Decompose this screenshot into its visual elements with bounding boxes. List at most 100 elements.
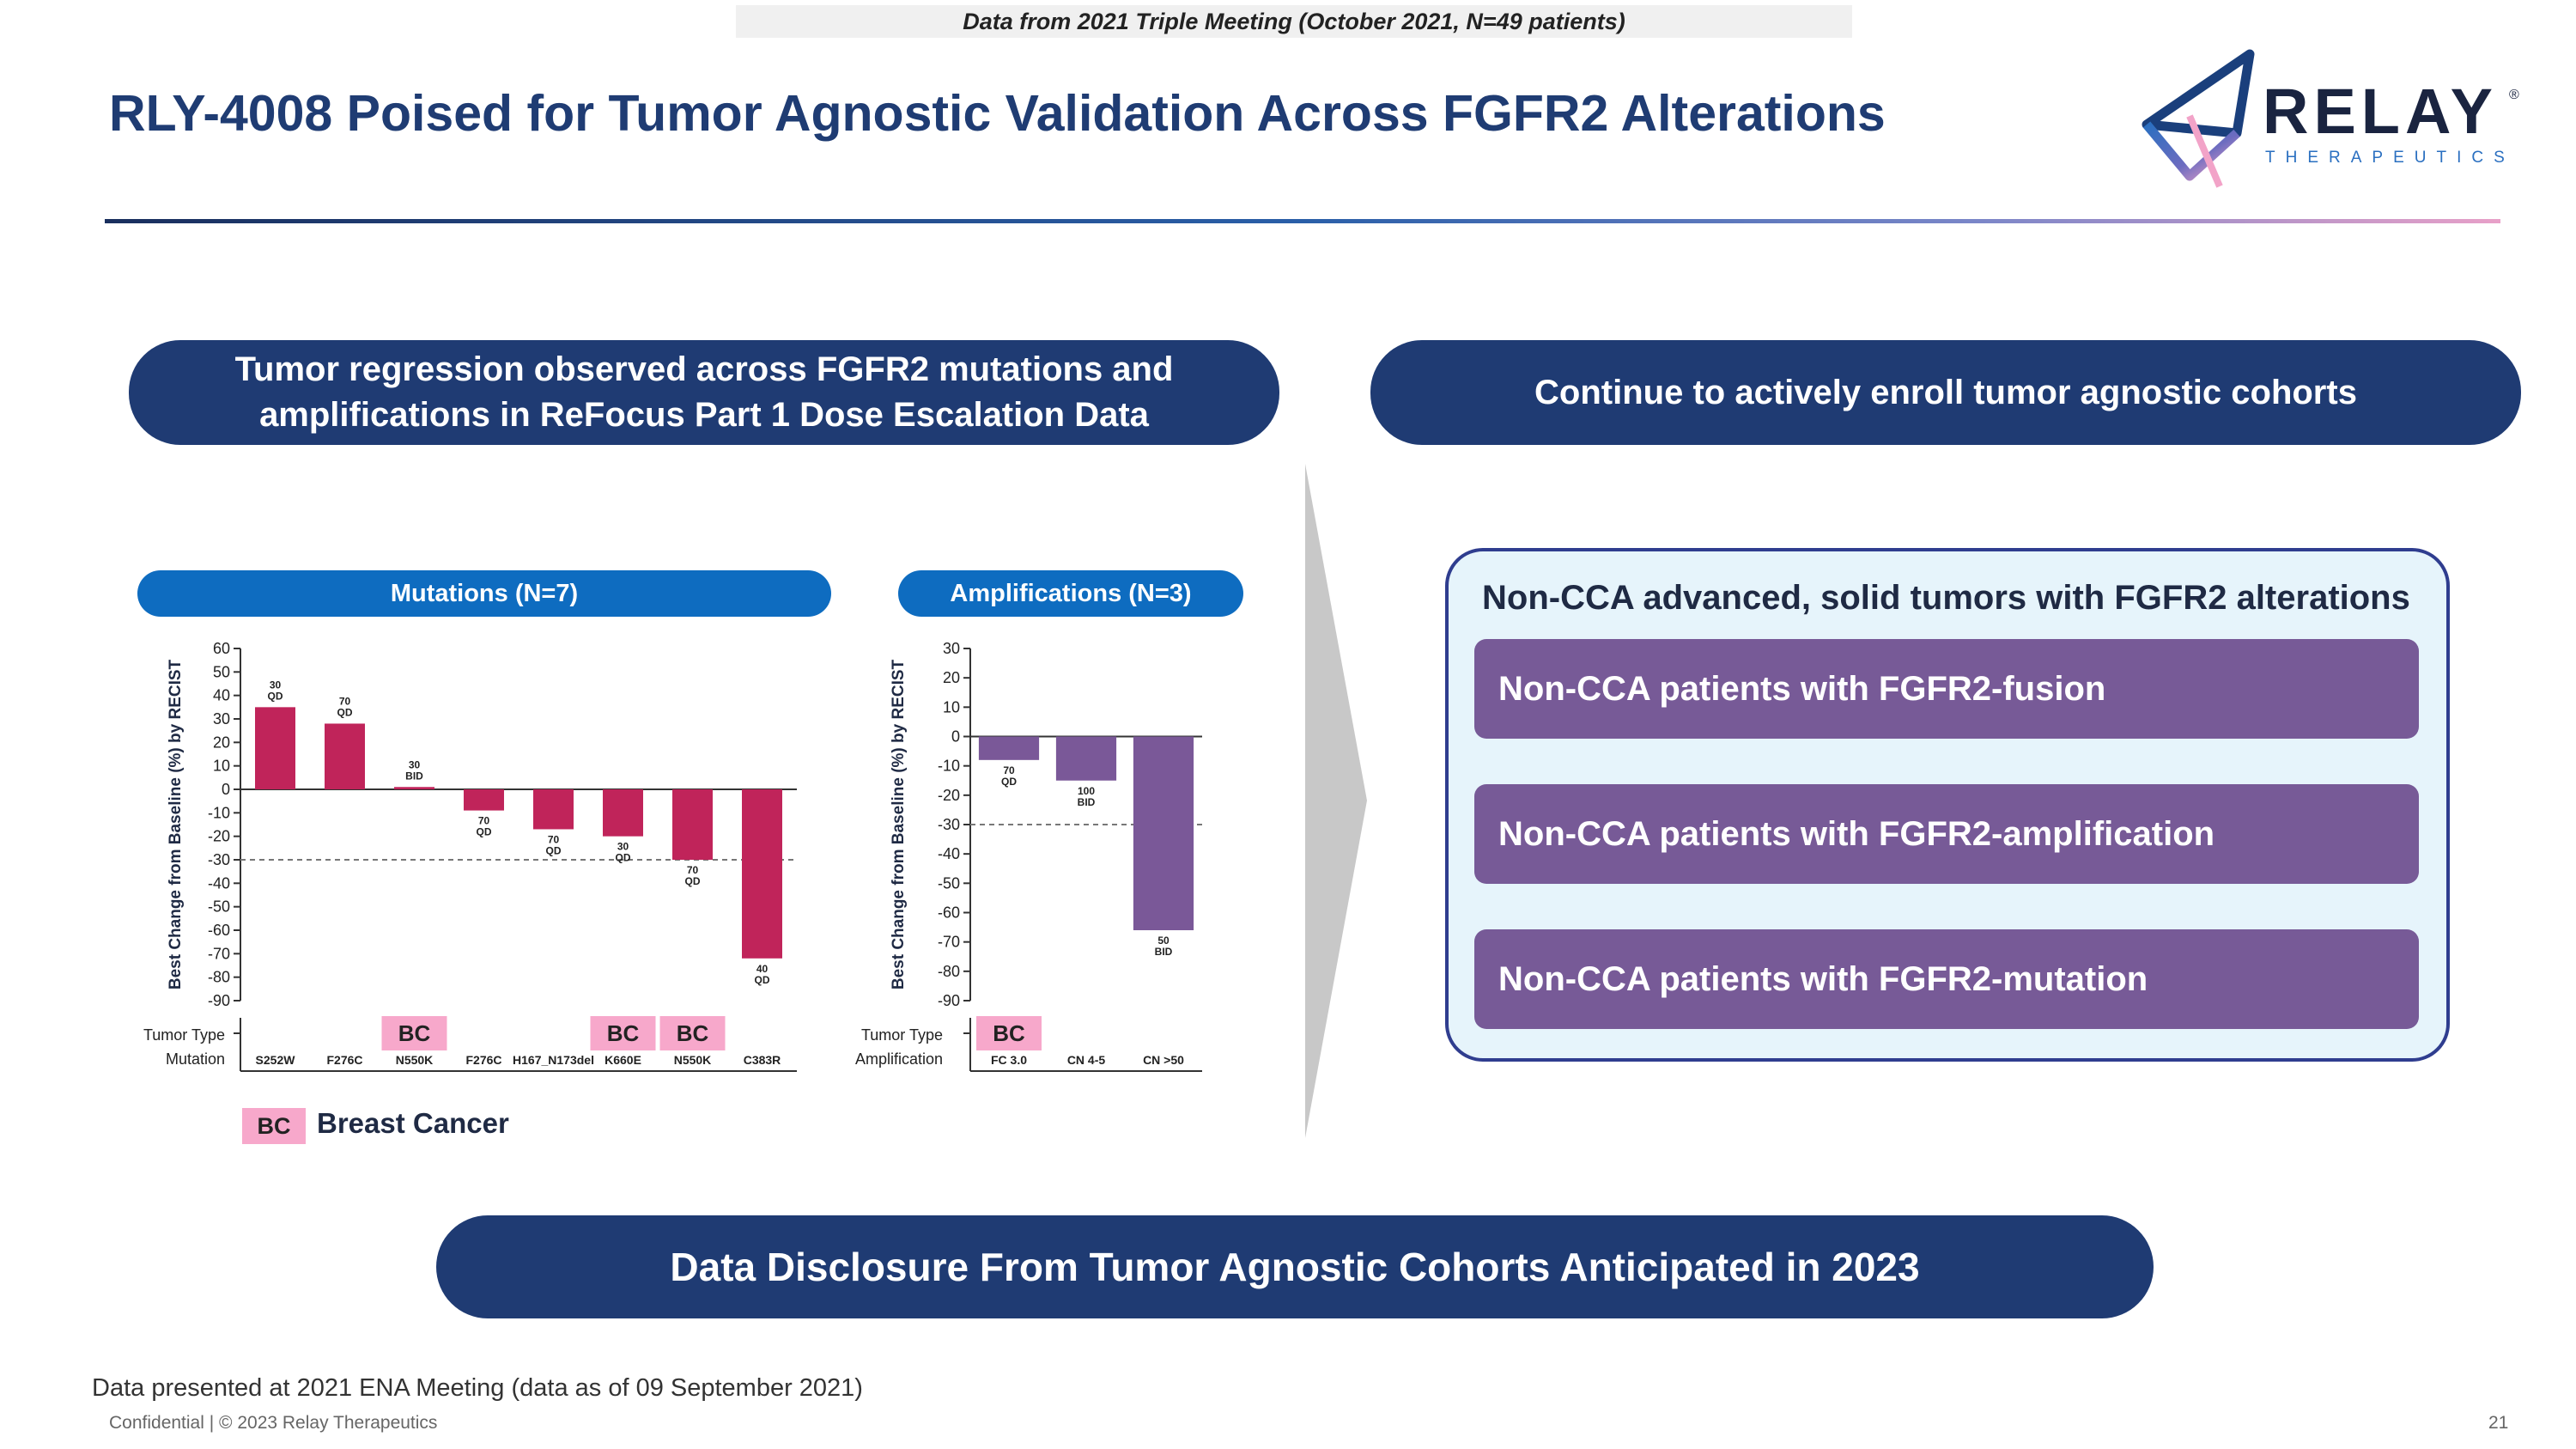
dose-schedule-label: BID — [1155, 946, 1173, 958]
bar-4 — [533, 789, 574, 830]
tumor-type-row-label: Tumor Type — [143, 1026, 225, 1044]
cohort-fgfr2-amplification: Non-CCA patients with FGFR2-amplificatio… — [1474, 784, 2419, 884]
y-tick-label: -50 — [208, 898, 230, 916]
logo-registered-mark: ® — [2509, 88, 2519, 102]
bar-1 — [325, 723, 365, 789]
dose-schedule-label: QD — [616, 852, 631, 864]
y-tick-label: 20 — [213, 734, 230, 751]
category-label: H167_N173del — [513, 1053, 594, 1067]
bar-2 — [1133, 736, 1194, 930]
bc-chip-label: BC — [607, 1020, 640, 1046]
y-tick-label: 50 — [213, 663, 230, 680]
y-tick-label: -90 — [208, 992, 230, 1009]
dose-label: 30 — [270, 679, 282, 691]
page-title: RLY-4008 Poised for Tumor Agnostic Valid… — [109, 85, 1886, 142]
y-tick-label: -70 — [938, 934, 960, 951]
bar-1 — [1055, 736, 1117, 781]
y-tick-label: 20 — [943, 669, 960, 686]
bc-chip — [976, 1016, 1042, 1050]
title-divider — [105, 219, 2500, 223]
category-label: F276C — [465, 1053, 501, 1067]
relay-logo: RELAY ® THERAPEUTICS — [2142, 49, 2519, 188]
right-section-header: Continue to actively enroll tumor agnost… — [1370, 340, 2521, 445]
bc-chip-label: BC — [677, 1020, 709, 1046]
y-tick-label: -30 — [938, 816, 960, 833]
dose-label: 30 — [617, 841, 629, 853]
dose-schedule-label: QD — [337, 706, 353, 718]
cohort-fgfr2-fusion: Non-CCA patients with FGFR2-fusion — [1474, 639, 2419, 739]
dose-label: 70 — [1003, 764, 1015, 776]
category-label: CN 4-5 — [1067, 1053, 1106, 1067]
dose-label: 100 — [1078, 785, 1095, 797]
bar-2 — [394, 787, 434, 789]
bar-5 — [603, 789, 643, 837]
y-tick-label: -80 — [208, 969, 230, 986]
dose-label: 70 — [687, 864, 699, 876]
dose-label: 70 — [548, 833, 560, 845]
y-tick-label: -60 — [208, 922, 230, 939]
dose-schedule-label: BID — [1078, 796, 1096, 808]
y-tick-label: -10 — [938, 758, 960, 775]
bc-chip — [590, 1016, 656, 1050]
bar-0 — [978, 736, 1040, 760]
dose-label: 50 — [1157, 935, 1170, 947]
category-label: CN >50 — [1143, 1053, 1184, 1067]
y-tick-label: 40 — [213, 687, 230, 704]
logo-subtitle: THERAPEUTICS — [2265, 149, 2515, 167]
category-label: N550K — [674, 1053, 712, 1067]
y-tick-label: 10 — [213, 758, 230, 775]
amplifications-waterfall-chart: Best Change from Baseline (%) by RECIST 3… — [855, 640, 1202, 1072]
category-label: S252W — [256, 1053, 296, 1067]
y-axis-label: Best Change from Baseline (%) by RECIST — [167, 659, 185, 989]
page-number: 21 — [2488, 1413, 2509, 1433]
y-tick-label: -40 — [938, 845, 960, 862]
dose-schedule-label: QD — [546, 844, 562, 856]
dose-label: 70 — [478, 815, 490, 827]
category-label: C383R — [744, 1053, 781, 1067]
data-source-banner: Data from 2021 Triple Meeting (October 2… — [736, 5, 1852, 38]
y-tick-label: -10 — [208, 804, 230, 821]
left-header-line-2: amplifications in ReFocus Part 1 Dose Es… — [259, 396, 1149, 434]
dose-schedule-label: QD — [1001, 776, 1017, 788]
footnote: Data presented at 2021 ENA Meeting (data… — [92, 1374, 863, 1402]
left-section-header: Tumor regression observed across FGFR2 m… — [129, 340, 1279, 445]
dose-schedule-label: QD — [685, 875, 701, 887]
y-tick-label: -20 — [938, 787, 960, 804]
category-label: N550K — [396, 1053, 434, 1067]
mutations-waterfall-chart: Best Change from Baseline (%) by RECIST 6… — [143, 640, 797, 1072]
dose-label: 40 — [756, 963, 769, 975]
mutations-chart-header: Mutations (N=7) — [137, 570, 831, 617]
y-tick-label: -80 — [938, 963, 960, 980]
dose-label: 70 — [339, 695, 351, 707]
bottom-callout: Data Disclosure From Tumor Agnostic Coho… — [436, 1215, 2154, 1318]
y-tick-label: 60 — [213, 640, 230, 657]
category-row-label: Amplification — [855, 1050, 943, 1068]
y-tick-label: -70 — [208, 945, 230, 962]
dose-label: 30 — [409, 758, 421, 770]
bc-chip — [381, 1016, 447, 1050]
y-tick-label: -90 — [938, 992, 960, 1009]
bc-chip-label: BC — [398, 1020, 431, 1046]
bar-0 — [255, 707, 295, 789]
cohort-fgfr2-mutation: Non-CCA patients with FGFR2-mutation — [1474, 929, 2419, 1029]
panel-heading: Non-CCA advanced, solid tumors with FGFR… — [1482, 579, 2410, 617]
bc-chip — [659, 1016, 726, 1050]
category-label: K660E — [605, 1053, 641, 1067]
bar-7 — [742, 789, 782, 959]
bar-3 — [464, 789, 504, 811]
y-tick-label: -50 — [938, 874, 960, 892]
legend-bc-chip: BC — [242, 1108, 306, 1144]
y-tick-label: 0 — [222, 781, 230, 798]
dose-schedule-label: BID — [405, 770, 423, 782]
y-tick-label: -40 — [208, 874, 230, 892]
logo-wordmark: RELAY — [2263, 76, 2498, 147]
y-tick-label: 10 — [943, 698, 960, 715]
confidential-notice: Confidential | © 2023 Relay Therapeutics — [109, 1413, 438, 1433]
left-header-line-1: Tumor regression observed across FGFR2 m… — [234, 350, 1174, 388]
right-arrow-shape — [1305, 464, 1367, 1138]
dose-schedule-label: QD — [477, 826, 492, 838]
bar-6 — [672, 789, 713, 860]
category-label: FC 3.0 — [991, 1053, 1027, 1067]
y-tick-label: -30 — [208, 851, 230, 868]
y-axis-label: Best Change from Baseline (%) by RECIST — [890, 659, 908, 989]
